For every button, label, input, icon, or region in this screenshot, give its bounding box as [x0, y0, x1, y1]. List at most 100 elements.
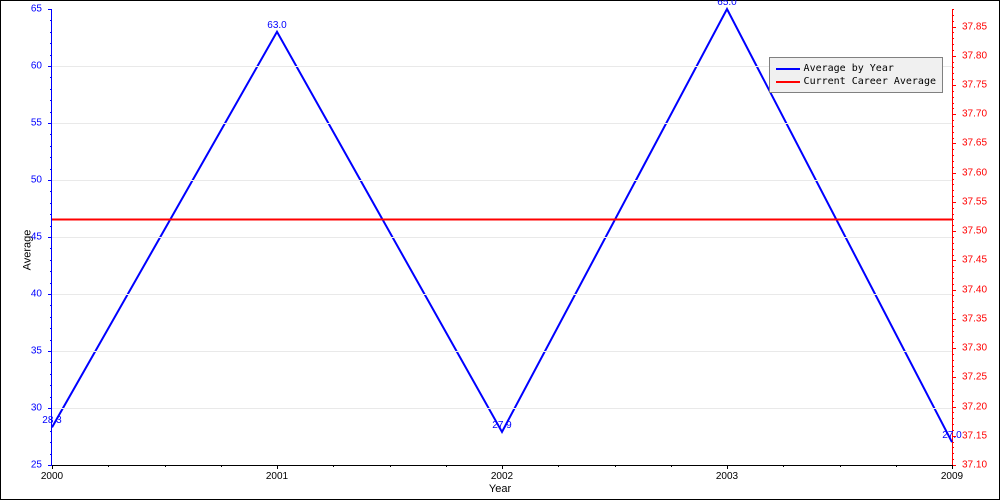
y-right-minor-tick [952, 38, 954, 39]
y-right-minor-tick [952, 319, 954, 320]
y-right-minor-tick [952, 295, 954, 296]
y-right-tick-label: 37.65 [962, 138, 987, 149]
y-left-minor-tick [50, 260, 52, 261]
y-right-minor-tick [952, 418, 954, 419]
y-right-minor-tick [952, 290, 954, 291]
y-right-minor-tick [952, 342, 954, 343]
x-minor-tick [165, 465, 166, 467]
y-right-minor-tick [952, 149, 954, 150]
y-left-tick [48, 180, 52, 181]
y-right-tick-label: 37.50 [962, 226, 987, 237]
y-right-tick-label: 37.20 [962, 401, 987, 412]
y-left-tick [48, 123, 52, 124]
y-left-tick [48, 408, 52, 409]
y-right-tick-label: 37.75 [962, 80, 987, 91]
x-tick-label: 2009 [941, 471, 963, 482]
data-point-label: 28.3 [42, 415, 61, 426]
y-right-minor-tick [952, 190, 954, 191]
y-right-minor-tick [952, 383, 954, 384]
x-minor-tick [671, 465, 672, 467]
y-right-minor-tick [952, 62, 954, 63]
y-right-tick-label: 37.70 [962, 109, 987, 120]
y-right-minor-tick [952, 143, 954, 144]
y-left-tick-label: 50 [31, 175, 42, 186]
y-right-minor-tick [952, 108, 954, 109]
y-right-minor-tick [952, 395, 954, 396]
x-tick-label: 2001 [266, 471, 288, 482]
y-right-minor-tick [952, 155, 954, 156]
x-tick-label: 2002 [491, 471, 513, 482]
y-right-minor-tick [952, 73, 954, 74]
y-right-minor-tick [952, 15, 954, 16]
y-left-tick-label: 65 [31, 4, 42, 15]
y-right-minor-tick [952, 278, 954, 279]
x-minor-tick [558, 465, 559, 467]
y-right-minor-tick [952, 91, 954, 92]
x-minor-tick [615, 465, 616, 467]
y-right-minor-tick [952, 389, 954, 390]
y-right-minor-tick [952, 50, 954, 51]
y-right-minor-tick [952, 126, 954, 127]
gridline [52, 123, 952, 124]
legend-item: Current Career Average [776, 75, 936, 88]
x-minor-tick [108, 465, 109, 467]
y-right-minor-tick [952, 313, 954, 314]
legend-label: Average by Year [804, 63, 894, 74]
y-right-minor-tick [952, 255, 954, 256]
y-right-minor-tick [952, 161, 954, 162]
y-right-minor-tick [952, 184, 954, 185]
y-right-minor-tick [952, 266, 954, 267]
y-right-minor-tick [952, 79, 954, 80]
y-left-minor-tick [50, 283, 52, 284]
y-right-minor-tick [952, 27, 954, 28]
y-left-minor-tick [50, 340, 52, 341]
y-left-minor-tick [50, 305, 52, 306]
x-minor-tick [333, 465, 334, 467]
y-left-minor-tick [50, 146, 52, 147]
y-left-minor-tick [50, 214, 52, 215]
y-right-minor-tick [952, 132, 954, 133]
y-left-minor-tick [50, 32, 52, 33]
y-right-minor-tick [952, 354, 954, 355]
y-right-minor-tick [952, 377, 954, 378]
y-left-tick-label: 25 [31, 460, 42, 471]
y-right-minor-tick [952, 453, 954, 454]
y-left-minor-tick [50, 328, 52, 329]
x-tick [277, 465, 278, 469]
y-left-minor-tick [50, 362, 52, 363]
y-left-tick [48, 66, 52, 67]
y-right-tick-label: 37.40 [962, 284, 987, 295]
dual-axis-line-chart: Average Year 25303540455055606537.1037.1… [0, 0, 1000, 500]
y-right-minor-tick [952, 260, 954, 261]
y-left-minor-tick [50, 385, 52, 386]
y-left-tick [48, 9, 52, 10]
data-point-label: 27.9 [492, 420, 511, 431]
x-tick [502, 465, 503, 469]
y-left-tick-label: 30 [31, 403, 42, 414]
y-right-tick-label: 37.15 [962, 430, 987, 441]
y-right-minor-tick [952, 44, 954, 45]
y-left-minor-tick [50, 100, 52, 101]
y-right-minor-tick [952, 202, 954, 203]
gridline [52, 351, 952, 352]
y-right-minor-tick [952, 97, 954, 98]
y-right-minor-tick [952, 459, 954, 460]
y-right-tick-label: 37.25 [962, 372, 987, 383]
y-right-tick-label: 37.60 [962, 167, 987, 178]
y-right-minor-tick [952, 401, 954, 402]
y-right-tick-label: 37.85 [962, 21, 987, 32]
y-right-minor-tick [952, 284, 954, 285]
y-right-minor-tick [952, 225, 954, 226]
y-right-minor-tick [952, 173, 954, 174]
y-right-minor-tick [952, 231, 954, 232]
y-left-tick-label: 55 [31, 118, 42, 129]
data-point-label: 63.0 [267, 20, 286, 31]
x-tick [727, 465, 728, 469]
y-right-minor-tick [952, 331, 954, 332]
y-left-minor-tick [50, 20, 52, 21]
y-right-minor-tick [952, 371, 954, 372]
y-left-minor-tick [50, 454, 52, 455]
y-right-minor-tick [952, 32, 954, 33]
y-right-tick-label: 37.80 [962, 50, 987, 61]
y-right-minor-tick [952, 301, 954, 302]
